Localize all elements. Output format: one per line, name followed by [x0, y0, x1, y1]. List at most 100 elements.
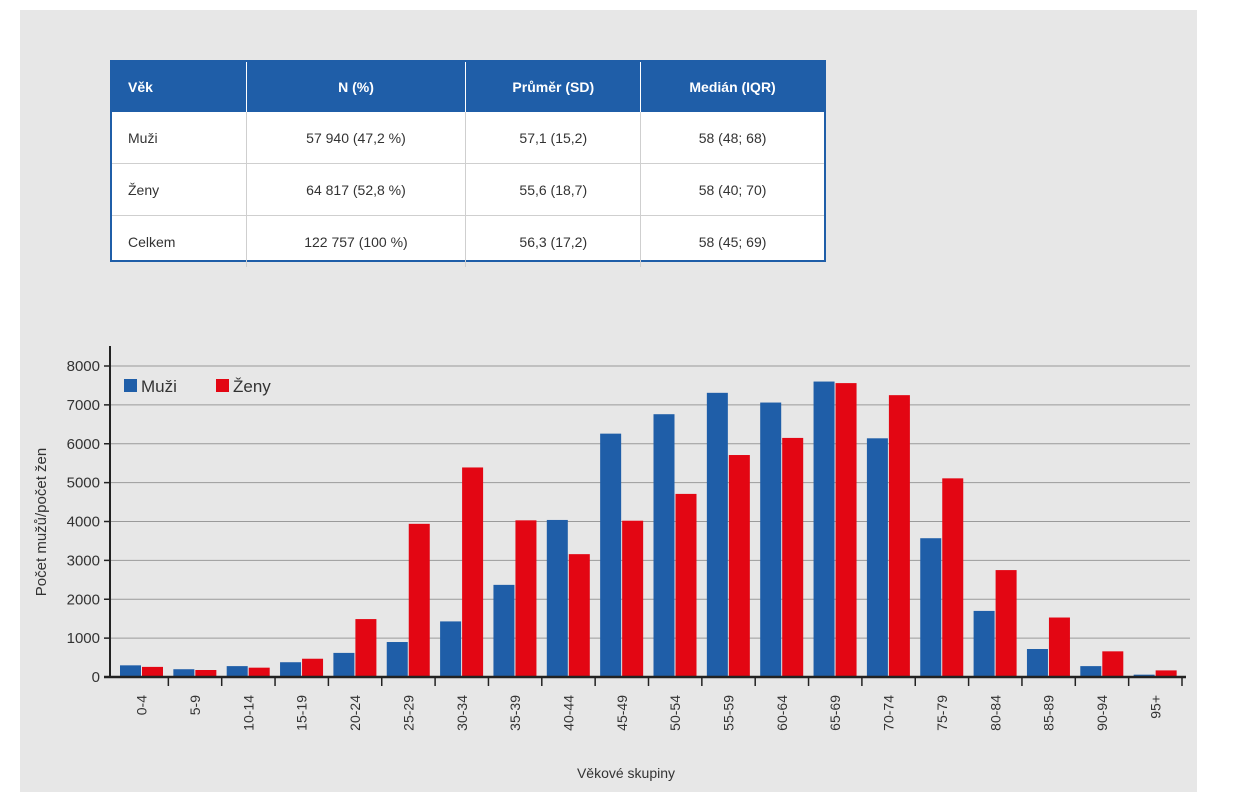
bar-zeny — [1155, 670, 1177, 677]
x-tick-label: 90-94 — [1094, 695, 1110, 731]
legend-swatch — [124, 379, 137, 392]
bar-zeny — [942, 478, 964, 677]
x-tick-label: 5-9 — [187, 695, 203, 715]
cell-group: Muži — [112, 112, 247, 164]
bars — [120, 381, 1177, 677]
bar-muzi — [120, 665, 141, 677]
x-tick-label: 15-19 — [294, 695, 310, 731]
x-tick-label: 55-59 — [721, 695, 737, 731]
stats-table-grid: Věk N (%) Průměr (SD) Medián (IQR) Muži … — [112, 62, 824, 267]
bar-muzi — [173, 669, 195, 677]
bar-zeny — [675, 493, 697, 677]
y-tick-label: 6000 — [67, 436, 100, 453]
x-tick-label: 70-74 — [881, 695, 897, 731]
bar-muzi — [600, 433, 622, 677]
bar-muzi — [1026, 649, 1048, 677]
bar-zeny — [248, 667, 270, 677]
axes: 0 1000 2000 3000 4000 5000 6000 7000 8000 0-4 5-9 1… — [67, 346, 1186, 731]
x-tick-label: 95+ — [1147, 695, 1163, 719]
y-axis-label: Počet mužů/počet žen — [33, 448, 50, 596]
bar-muzi — [760, 402, 782, 677]
x-tick-label: 50-54 — [667, 695, 683, 731]
bar-muzi — [333, 652, 355, 677]
legend-swatch — [216, 379, 229, 392]
gridlines — [110, 365, 1190, 639]
bar-zeny — [995, 570, 1017, 677]
cell-n: 122 757 (100 %) — [246, 215, 467, 267]
bar-zeny — [195, 670, 217, 677]
bar-muzi — [226, 666, 248, 677]
y-tick-label: 3000 — [67, 552, 100, 569]
bar-muzi — [866, 438, 888, 677]
stats-table: Věk N (%) Průměr (SD) Medián (IQR) Muži … — [110, 60, 826, 267]
cell-mean: 57,1 (15,2) — [465, 112, 642, 164]
x-tick-label: 35-39 — [507, 695, 523, 731]
cell-group: Celkem — [112, 215, 247, 267]
x-tick-label: 10-14 — [240, 695, 256, 731]
bar-zeny — [462, 467, 484, 677]
bar-muzi — [920, 538, 942, 677]
bar-zeny — [1102, 651, 1124, 677]
y-tick-label: 5000 — [67, 475, 100, 492]
bar-zeny — [728, 455, 750, 677]
bar-zeny — [835, 383, 857, 677]
cell-median: 58 (48; 68) — [698, 129, 767, 146]
x-tick-label: 30-34 — [454, 695, 470, 731]
x-tick-label: 80-84 — [987, 695, 1003, 731]
bar-zeny — [782, 437, 804, 677]
cell-group: Ženy — [112, 163, 247, 216]
header-age: Věk — [112, 62, 247, 112]
x-tick-label: 65-69 — [827, 695, 843, 731]
cell-mean: 56,3 (17,2) — [465, 215, 642, 267]
x-tick-label: 85-89 — [1041, 695, 1057, 731]
bar-zeny — [568, 554, 590, 677]
bar-muzi — [973, 610, 995, 677]
header-mean: Průměr (SD) — [465, 62, 642, 112]
table-header-row: Věk N (%) Průměr (SD) Medián (IQR) — [112, 62, 824, 112]
bar-muzi — [440, 621, 462, 677]
bar-muzi — [813, 381, 835, 677]
legend: Muži Ženy — [124, 377, 271, 396]
bar-muzi — [653, 414, 675, 677]
x-axis-label: Věkové skupiny — [577, 765, 675, 781]
bar-zeny — [888, 395, 910, 677]
y-tick-label: 4000 — [67, 514, 100, 531]
x-tick-label: 40-44 — [560, 695, 576, 731]
x-tick-label: 60-64 — [774, 695, 790, 731]
cell-n: 64 817 (52,8 %) — [246, 163, 467, 216]
table-row: Muži 57 940 (47,2 %) 57,1 (15,2) 58 (48;… — [112, 112, 824, 164]
cell-n: 57 940 (47,2 %) — [246, 112, 467, 164]
bar-zeny — [622, 520, 644, 677]
legend-label: Ženy — [233, 377, 271, 396]
bar-muzi — [386, 642, 408, 677]
bar-zeny — [302, 658, 324, 677]
bar-muzi — [546, 519, 568, 677]
x-tick-label: 20-24 — [347, 695, 363, 731]
bar-zeny — [408, 523, 430, 677]
bar-muzi — [280, 662, 302, 677]
bar-zeny — [142, 666, 163, 677]
table-row: Ženy 64 817 (52,8 %) 55,6 (18,7) 58 (40;… — [112, 163, 824, 216]
y-tick-label: 0 — [92, 669, 100, 686]
bar-zeny — [1048, 617, 1070, 677]
bar-muzi — [706, 392, 728, 677]
x-tick-label: 75-79 — [934, 695, 950, 731]
cell-mean: 55,6 (18,7) — [465, 163, 642, 216]
y-tick-label: 8000 — [67, 358, 100, 375]
cell-median: 58 (40; 70) — [640, 163, 824, 216]
cell-median: 58 (45; 69) — [640, 215, 824, 267]
x-tick-label: 0-4 — [134, 695, 150, 715]
y-tick-label: 2000 — [67, 591, 100, 608]
header-median: Medián (IQR) — [640, 62, 824, 112]
bar-muzi — [1080, 666, 1102, 677]
bar-muzi — [493, 584, 515, 677]
table-row: Celkem 122 757 (100 %) 56,3 (17,2) 58 (4… — [112, 215, 824, 267]
bar-zeny — [515, 520, 537, 677]
y-tick-label: 7000 — [67, 397, 100, 414]
header-n: N (%) — [246, 62, 467, 112]
bar-zeny — [355, 619, 377, 677]
x-tick-label: 45-49 — [614, 695, 630, 731]
legend-label: Muži — [141, 377, 177, 396]
y-tick-label: 1000 — [67, 630, 100, 647]
